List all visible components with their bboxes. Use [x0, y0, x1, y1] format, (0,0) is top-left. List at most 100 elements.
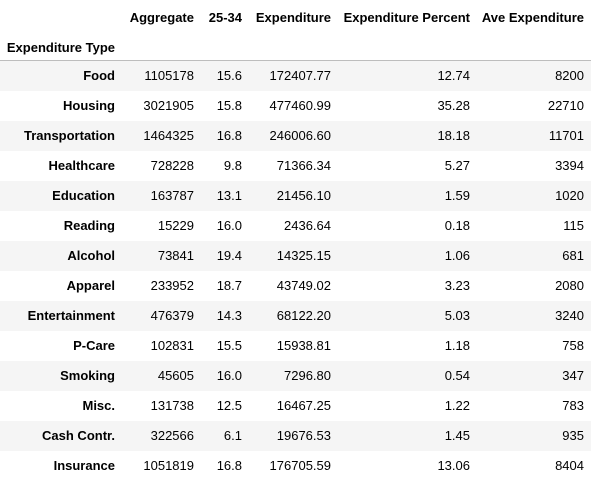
- table-cell: 728228: [150, 158, 194, 173]
- table-cell: 16467.25: [276, 398, 331, 413]
- row-label: Reading: [63, 218, 115, 233]
- table-cell: 21456.10: [276, 188, 331, 203]
- row-label: Housing: [63, 98, 115, 113]
- table-row: Food 1105178 15.6 172407.77 12.74 8200: [0, 60, 591, 91]
- index-name-row: Expenditure Type: [0, 34, 591, 61]
- table-cell: 1.06: [444, 248, 470, 263]
- table-cell: 15.6: [216, 68, 242, 84]
- table-cell: 1464325: [143, 128, 194, 143]
- expenditure-table: Aggregate 25-34 Expenditure Expenditure …: [0, 0, 591, 481]
- table-cell: 681: [562, 248, 584, 263]
- table-cell: 11701: [548, 128, 584, 143]
- column-header-expenditure-percent: Expenditure Percent: [343, 9, 470, 25]
- column-header-expenditure: Expenditure: [255, 9, 331, 25]
- table-cell: 13.1: [216, 188, 242, 203]
- table-cell: 35.28: [437, 98, 470, 113]
- table-cell: 1.22: [444, 398, 470, 413]
- table-row: Reading 15229 16.0 2436.64 0.18 115: [0, 211, 591, 241]
- table-cell: 1.18: [444, 338, 470, 353]
- table-row: P-Care 102831 15.5 15938.81 1.18 758: [0, 331, 591, 361]
- table-cell: 0.18: [444, 218, 470, 233]
- row-label: Misc.: [82, 398, 115, 413]
- column-header-aggregate: Aggregate: [129, 9, 194, 25]
- table-cell: 15.5: [216, 338, 242, 353]
- table-body: Food 1105178 15.6 172407.77 12.74 8200 Housing…: [0, 60, 591, 481]
- table-cell: 2080: [555, 278, 584, 293]
- table-cell: 14325.15: [276, 248, 331, 263]
- table-cell: 8200: [555, 68, 584, 84]
- table-cell: 783: [562, 398, 584, 413]
- table-cell: 5.03: [444, 308, 470, 323]
- column-header-age-25-34: 25-34: [208, 9, 242, 25]
- row-label: Transportation: [23, 128, 115, 143]
- table-cell: 176705.59: [269, 458, 331, 473]
- table-header: Aggregate 25-34 Expenditure Expenditure …: [0, 0, 591, 61]
- table-cell: 102831: [150, 338, 194, 353]
- table-cell: 43749.02: [276, 278, 331, 293]
- index-name: Expenditure Type: [0, 34, 122, 61]
- column-header-ave-expenditure: Ave Expenditure: [481, 9, 584, 25]
- table-row: Alcohol 73841 19.4 14325.15 1.06 681: [0, 240, 591, 271]
- table-cell: 1105178: [144, 68, 194, 84]
- table-cell: 3240: [555, 308, 584, 323]
- table-cell: 19676.53: [276, 428, 331, 443]
- table-cell: 3.23: [444, 278, 470, 293]
- table-cell: 18.7: [216, 278, 242, 293]
- table-cell: 16.8: [216, 458, 242, 473]
- table-cell: 71366.34: [276, 158, 331, 173]
- table-cell: 3394: [555, 158, 584, 173]
- table-cell: 476379: [150, 308, 194, 323]
- table-cell: 1.59: [444, 188, 470, 203]
- table-cell: 172407.77: [269, 68, 331, 84]
- table-cell: 1.45: [444, 428, 470, 443]
- table-row: Transportation 1464325 16.8 246006.60 18.18 1…: [0, 120, 591, 151]
- row-label: Apparel: [66, 278, 115, 293]
- table-cell: 131738: [150, 398, 194, 413]
- table-row: Healthcare 728228 9.8 71366.34 5.27 3394: [0, 151, 591, 181]
- row-label: Education: [52, 188, 115, 203]
- table-cell: 1051819: [143, 458, 194, 473]
- table-cell: 9.8: [223, 158, 242, 173]
- table-cell: 15938.81: [276, 338, 331, 353]
- table-row: Apparel 233952 18.7 43749.02 3.23 2080: [0, 271, 591, 301]
- table-cell: 1020: [555, 188, 584, 203]
- table-cell: 12.74: [437, 68, 470, 84]
- table-row: Insurance 1051819 16.8 176705.59 13.06 8404: [0, 451, 591, 481]
- table-cell: 16.0: [216, 218, 242, 233]
- column-header-row: Aggregate 25-34 Expenditure Expenditure …: [0, 0, 591, 34]
- table-cell: 935: [562, 428, 584, 443]
- table-cell: 16.8: [216, 128, 242, 143]
- table-cell: 18.18: [437, 128, 470, 143]
- table-cell: 73841: [157, 248, 194, 263]
- table-cell: 233952: [150, 278, 194, 293]
- row-label: P-Care: [73, 338, 115, 353]
- corner-cell: [0, 0, 122, 34]
- table-cell: 115: [563, 218, 584, 233]
- table-row: Housing 3021905 15.8 477460.99 35.28 22710: [0, 91, 591, 121]
- table-cell: 246006.60: [269, 128, 331, 143]
- table-row: Education 163787 13.1 21456.10 1.59 1020: [0, 180, 591, 211]
- table-cell: 477460.99: [269, 98, 331, 113]
- table-row: Misc. 131738 12.5 16467.25 1.22 783: [0, 391, 591, 421]
- table-cell: 2436.64: [284, 218, 331, 233]
- table-cell: 347: [562, 368, 584, 383]
- row-label: Food: [83, 68, 115, 84]
- row-label: Healthcare: [48, 158, 115, 173]
- table-cell: 13.06: [437, 458, 470, 473]
- table-cell: 22710: [547, 98, 584, 113]
- row-label: Smoking: [60, 368, 115, 383]
- table-cell: 322566: [150, 428, 194, 443]
- table-cell: 0.54: [444, 368, 470, 383]
- table-cell: 19.4: [216, 248, 242, 263]
- table-row: Cash Contr. 322566 6.1 19676.53 1.45 935: [0, 420, 591, 451]
- table-cell: 8404: [555, 458, 584, 473]
- table-cell: 3021905: [143, 98, 194, 113]
- table-cell: 16.0: [216, 368, 242, 383]
- table-cell: 5.27: [444, 158, 470, 173]
- table-cell: 15.8: [216, 98, 242, 113]
- row-label: Alcohol: [67, 248, 115, 263]
- table-cell: 12.5: [216, 398, 242, 413]
- table-cell: 15229: [157, 218, 194, 233]
- table-cell: 45605: [157, 368, 194, 383]
